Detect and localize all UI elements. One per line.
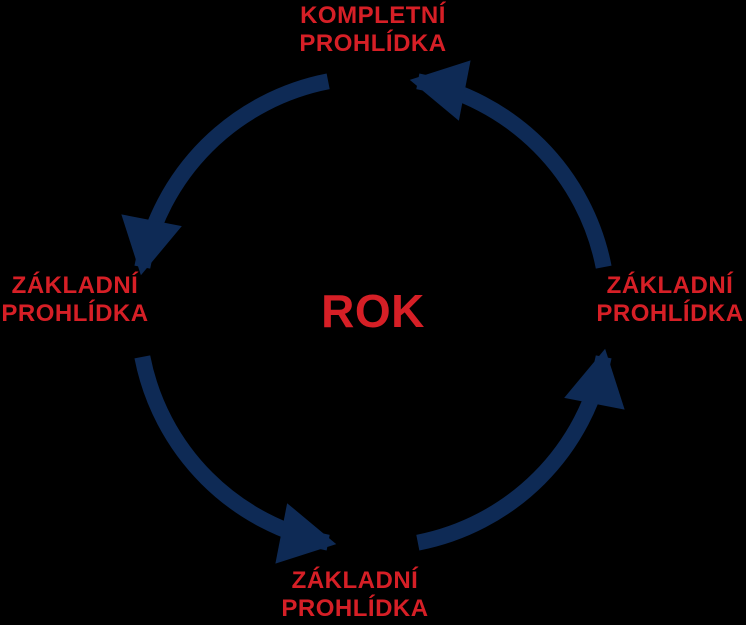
arrowhead-icon [564, 349, 624, 410]
arrowhead-icon [121, 214, 181, 275]
label-right: ZÁKLADNÍ PROHLÍDKA [570, 272, 746, 327]
cycle-diagram: ROK KOMPLETNÍ PROHLÍDKA ZÁKLADNÍ PROHLÍD… [0, 0, 746, 625]
label-left: ZÁKLADNÍ PROHLÍDKA [0, 272, 175, 327]
label-top: KOMPLETNÍ PROHLÍDKA [273, 2, 473, 57]
center-label: ROK [273, 285, 473, 338]
arrowhead-icon [410, 60, 471, 120]
label-bottom: ZÁKLADNÍ PROHLÍDKA [255, 567, 455, 622]
arrowhead-icon [275, 503, 336, 563]
